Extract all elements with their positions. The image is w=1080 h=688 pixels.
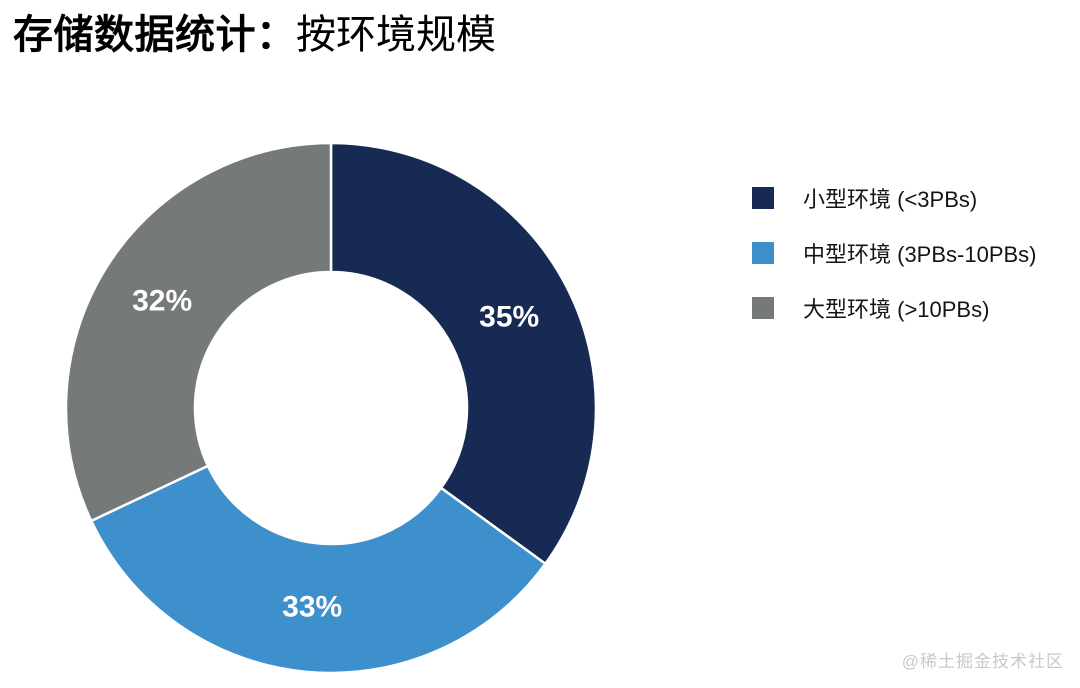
legend-label-large: 大型环境 (>10PBs) [803, 297, 990, 322]
slice-percentage-label-medium: 33% [282, 591, 342, 624]
legend-item-large: 大型环境 (>10PBs) [752, 296, 1037, 322]
legend-swatch-small [752, 187, 774, 209]
title-bold-text: 存储数据统计 [13, 13, 256, 57]
donut-slice-medium [89, 464, 547, 675]
title-subtitle-text: 按环境规模 [296, 13, 496, 57]
legend-label-medium: 中型环境 (3PBs-10PBs) [803, 242, 1037, 267]
title-separator: ： [256, 13, 296, 57]
donut-slice-small [329, 141, 598, 566]
legend-swatch-large [752, 297, 774, 319]
legend-label-small: 小型环境 (<3PBs) [803, 187, 978, 212]
legend-item-small: 小型环境 (<3PBs) [752, 186, 1037, 212]
chart-legend: 小型环境 (<3PBs) 中型环境 (3PBs-10PBs) 大型环境 (>10… [752, 186, 1037, 351]
legend-item-medium: 中型环境 (3PBs-10PBs) [752, 241, 1037, 267]
page-title: 存储数据统计：按环境规模 [13, 12, 496, 58]
slice-percentage-label-small: 35% [479, 301, 539, 334]
legend-swatch-medium [752, 242, 774, 264]
slice-percentage-label-large: 32% [132, 284, 192, 317]
watermark: @稀土掘金技术社区 [901, 652, 1064, 671]
donut-slice-large [64, 141, 333, 523]
